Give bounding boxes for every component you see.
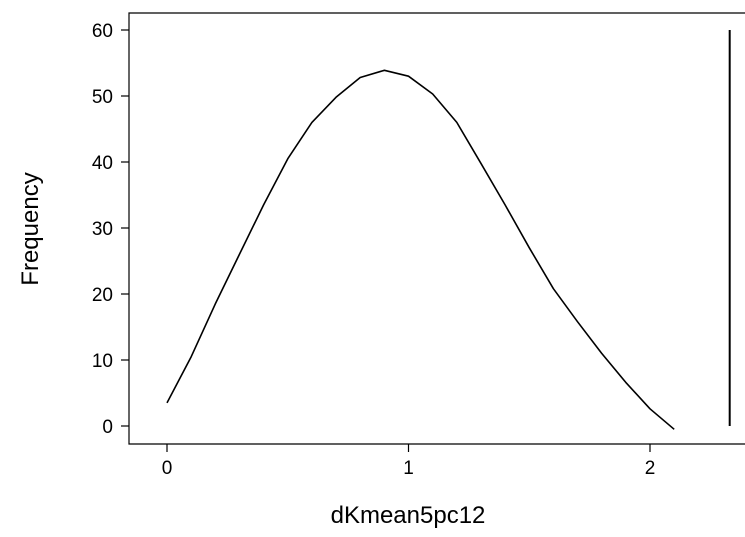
x-tick-label: 2 bbox=[645, 458, 656, 479]
x-axis-title: dKmean5pc12 bbox=[331, 502, 486, 529]
y-tick-label: 0 bbox=[102, 417, 113, 438]
axes: 0 10 20 30 40 50 60 0 1 2 bbox=[92, 12, 745, 479]
y-tick-label: 10 bbox=[92, 351, 113, 372]
series-line bbox=[166, 69, 675, 430]
x-tick-label: 1 bbox=[403, 458, 414, 479]
plot-marks bbox=[166, 30, 731, 430]
y-tick-label: 30 bbox=[92, 219, 113, 240]
y-tick-label: 50 bbox=[92, 87, 113, 108]
y-axis-title: Frequency bbox=[17, 172, 44, 285]
plot-frame bbox=[128, 12, 745, 445]
y-tick-label: 40 bbox=[92, 153, 113, 174]
y-tick-label: 60 bbox=[92, 21, 113, 42]
y-tick-label: 20 bbox=[92, 285, 113, 306]
x-tick-label: 0 bbox=[162, 458, 173, 479]
